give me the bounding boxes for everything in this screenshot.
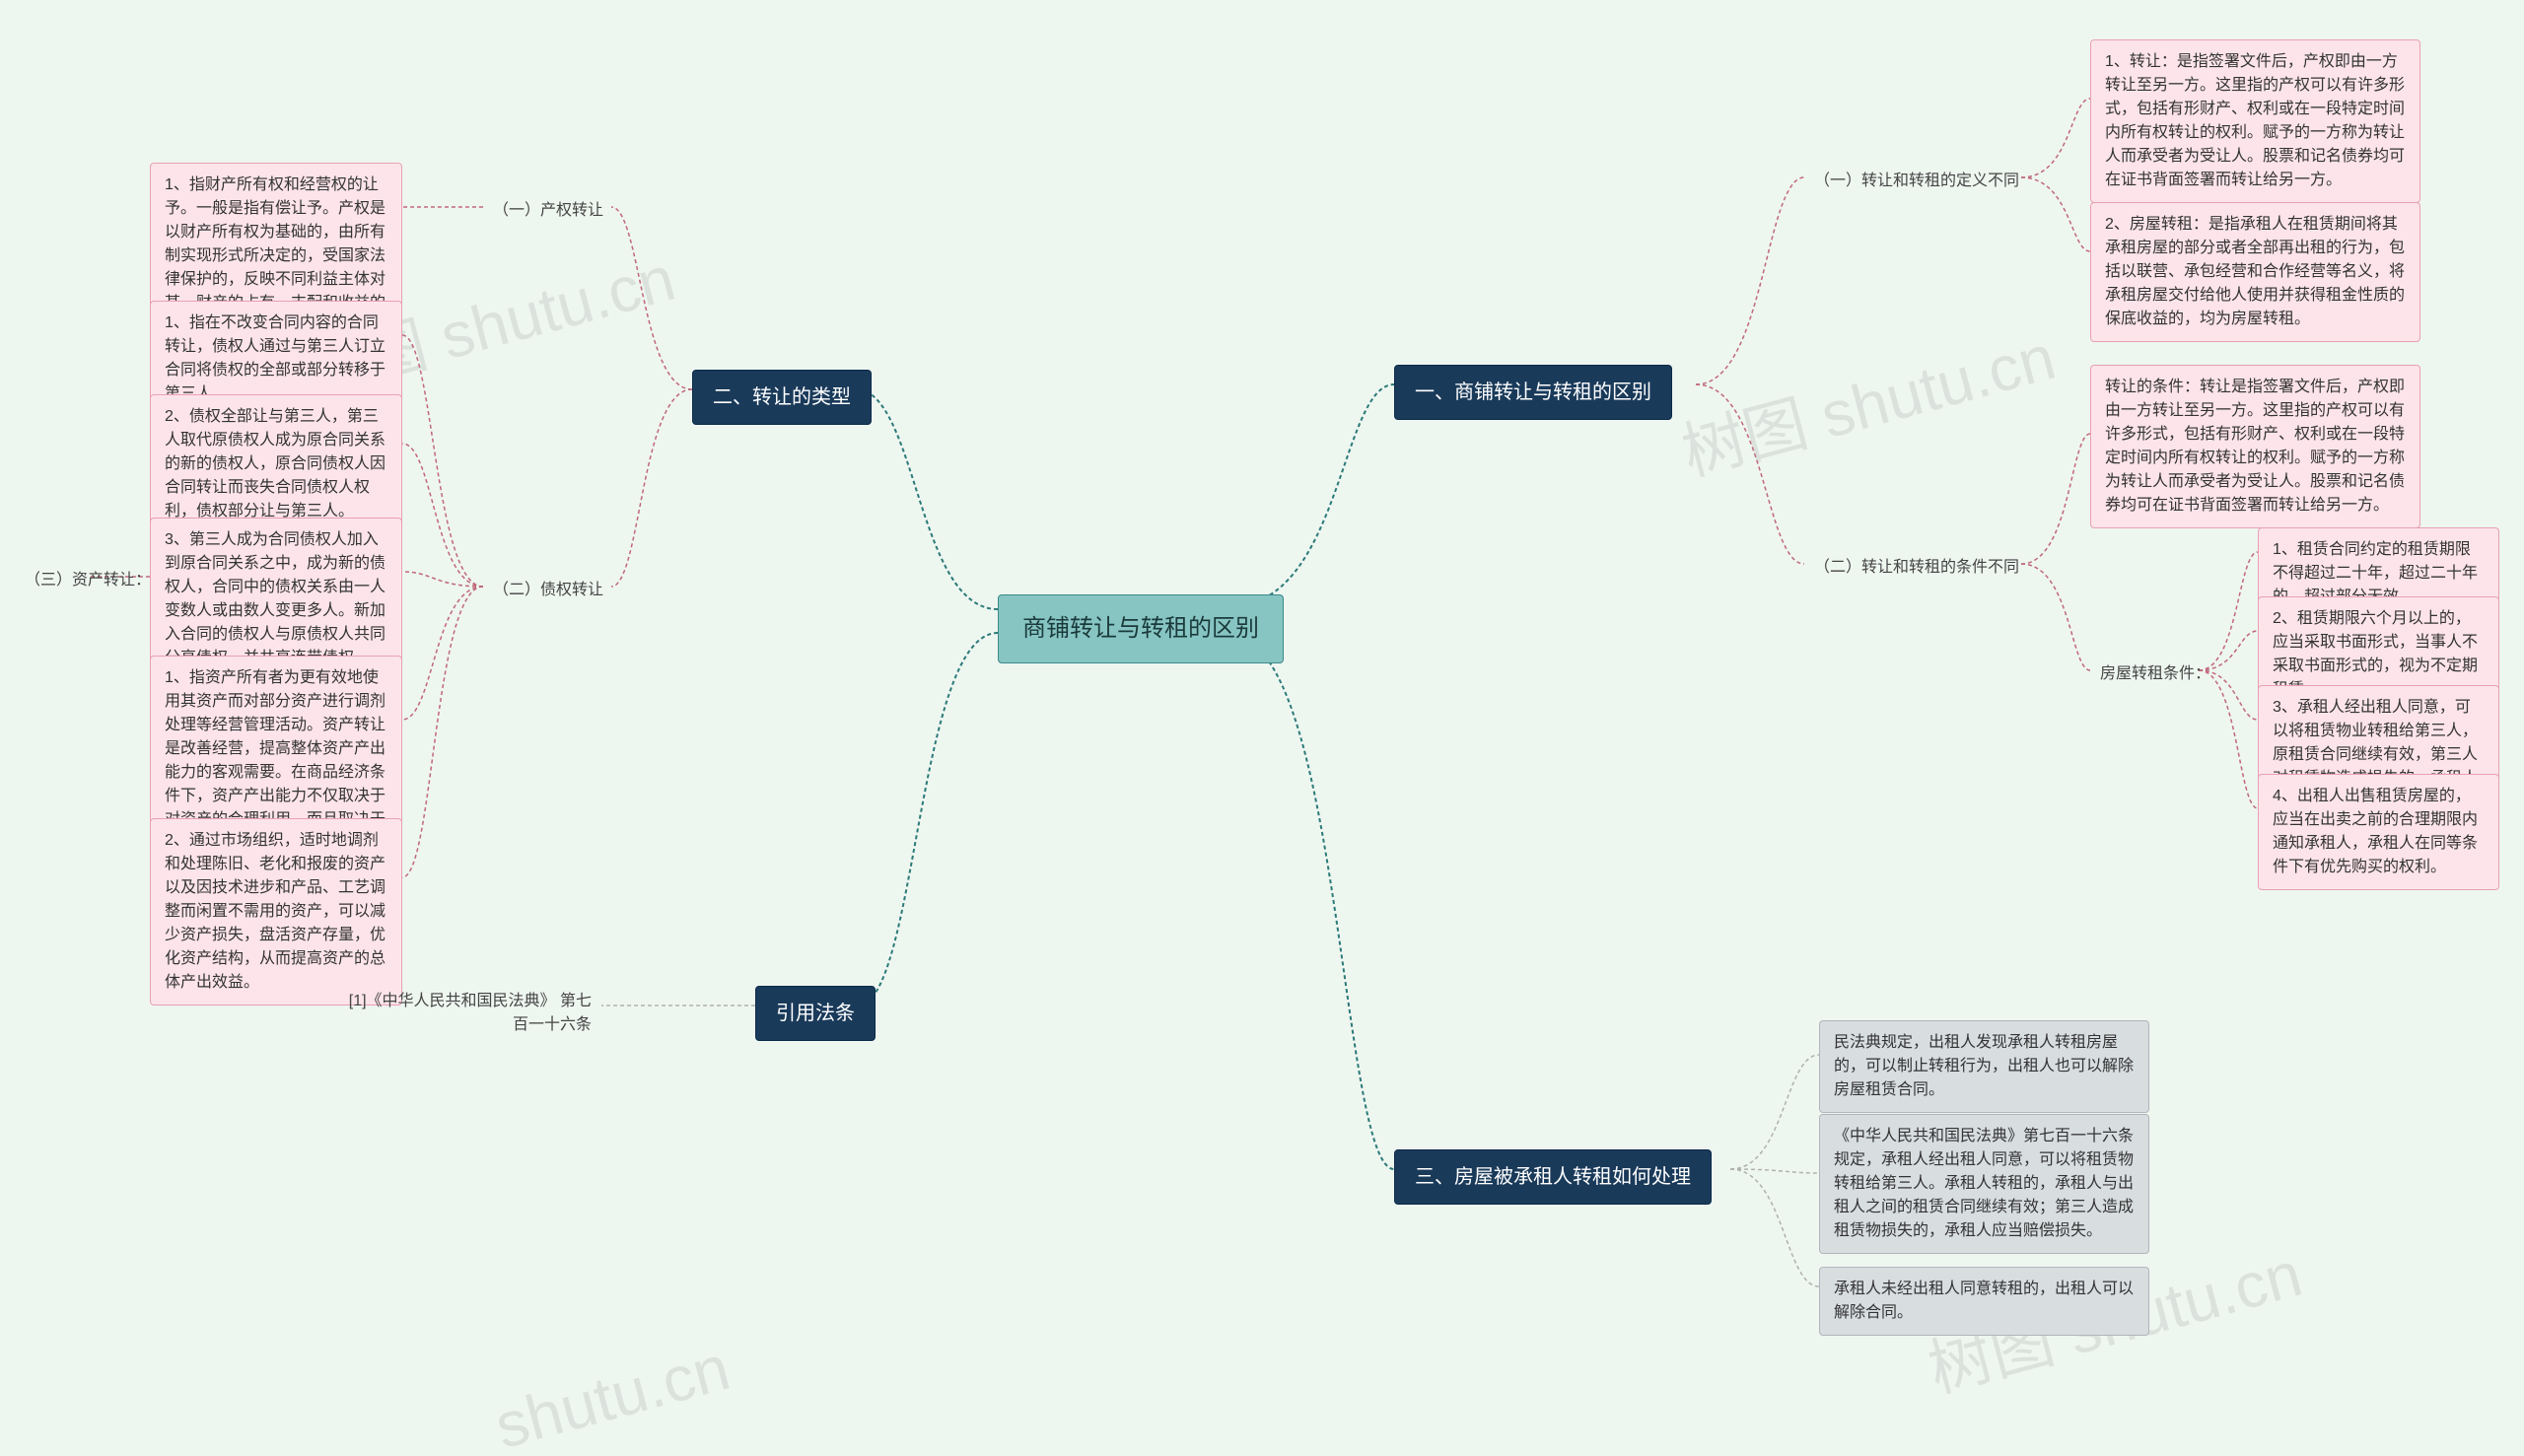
branch-2[interactable]: 二、转让的类型 <box>692 370 872 425</box>
leaf-node: 1、转让：是指签署文件后，产权即由一方转让至另一方。这里指的产权可以有许多形式，… <box>2090 39 2420 203</box>
leaf-node: 转让的条件：转让是指签署文件后，产权即由一方转让至另一方。这里指的产权可以有许多… <box>2090 365 2420 528</box>
branch-1[interactable]: 一、商铺转让与转租的区别 <box>1394 365 1672 420</box>
branch-2-sub-1[interactable]: （一）产权转让 <box>483 195 613 227</box>
leaf-node: 2、债权全部让与第三人，第三人取代原债权人成为原合同关系的新的债权人，原合同债权… <box>150 394 402 534</box>
branch-2-sub-3[interactable]: （三）资产转让： <box>15 565 161 596</box>
leaf-node: 民法典规定，出租人发现承租人转租房屋的，可以制止转租行为，出租人也可以解除房屋租… <box>1819 1020 2149 1113</box>
branch-4[interactable]: 引用法条 <box>755 986 876 1041</box>
branch-3[interactable]: 三、房屋被承租人转租如何处理 <box>1394 1149 1712 1205</box>
branch-1-sub-2[interactable]: （二）转让和转租的条件不同 <box>1804 552 2029 584</box>
branch-2-sub-2[interactable]: （二）债权转让 <box>483 575 613 606</box>
leaf-node: 2、通过市场组织，适时地调剂和处理陈旧、老化和报废的资产以及因技术进步和产品、工… <box>150 818 402 1005</box>
leaf-node: 《中华人民共和国民法典》第七百一十六条规定，承租人经出租人同意，可以将租赁物转租… <box>1819 1114 2149 1254</box>
branch-1-sub-1[interactable]: （一）转让和转租的定义不同 <box>1804 166 2029 197</box>
watermark: 树图 shutu.cn <box>1671 307 2064 493</box>
leaf-node: 2、房屋转租：是指承租人在租赁期间将其承租房屋的部分或者全部再出租的行为，包括以… <box>2090 202 2420 342</box>
sublease-conditions-label[interactable]: 房屋转租条件： <box>2090 659 2220 690</box>
leaf-node: [1]《中华人民共和国民法典》 第七百一十六条 <box>325 986 601 1041</box>
watermark: shutu.cn <box>488 1331 737 1456</box>
leaf-node: 4、出租人出售租赁房屋的，应当在出卖之前的合理期限内通知承租人，承租人在同等条件… <box>2258 774 2499 890</box>
leaf-node: 承租人未经出租人同意转租的，出租人可以解除合同。 <box>1819 1267 2149 1336</box>
center-root-node[interactable]: 商铺转让与转租的区别 <box>998 594 1284 663</box>
